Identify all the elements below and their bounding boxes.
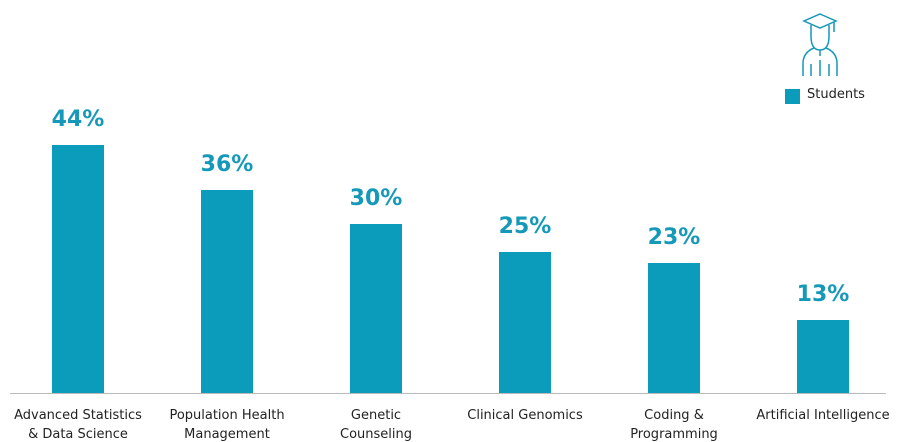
legend-swatch: [785, 89, 800, 104]
legend-label: Students: [807, 87, 865, 102]
bar: [52, 144, 104, 393]
data-label: 13%: [796, 281, 850, 307]
baseline: [10, 393, 886, 394]
data-label: 30%: [349, 185, 403, 211]
data-label: 36%: [200, 151, 254, 177]
bar: [201, 189, 253, 393]
bar: [499, 252, 551, 393]
data-label: 25%: [498, 214, 552, 239]
x-tick-label: Advanced Statistics & Data Science: [14, 408, 142, 442]
x-tick-label: Clinical Genomics: [467, 408, 583, 423]
x-tick-label: Genetic Counseling: [340, 408, 412, 442]
graduate-icon: [802, 13, 838, 76]
bar: [648, 263, 700, 393]
x-tick-label: Artificial Intelligence: [756, 408, 890, 423]
bar: [350, 223, 402, 393]
x-tick-label: Coding & Programming: [630, 408, 718, 442]
x-tick-label: Population Health Management: [169, 408, 285, 442]
bar: [797, 319, 849, 393]
data-label: 23%: [647, 225, 701, 251]
data-label: 44%: [51, 106, 105, 132]
